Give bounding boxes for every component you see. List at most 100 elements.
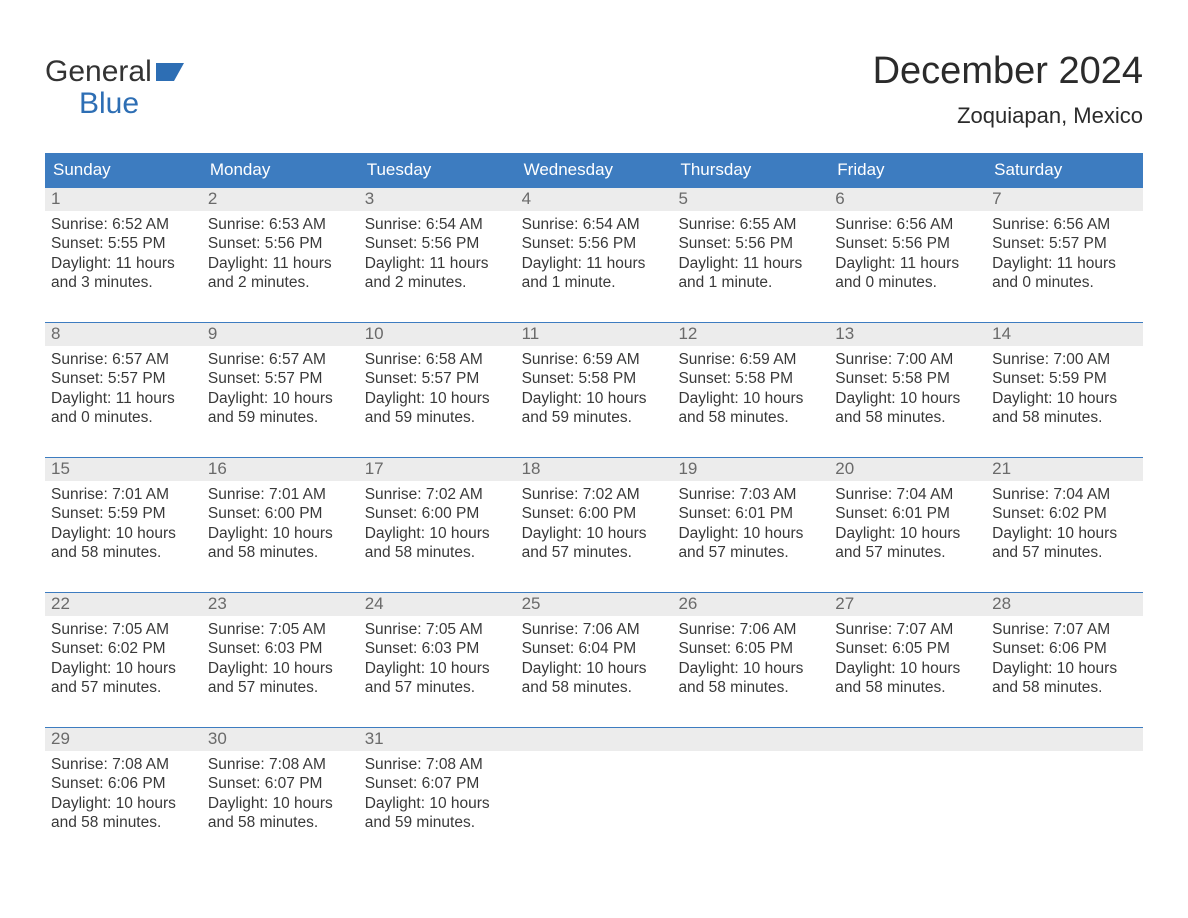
day-sunrise: Sunrise: 6:57 AM: [208, 350, 353, 369]
day-body: Sunrise: 7:05 AMSunset: 6:02 PMDaylight:…: [45, 616, 202, 702]
day-sunrise: Sunrise: 7:06 AM: [678, 620, 823, 639]
day-day2: and 59 minutes.: [365, 813, 510, 832]
day-sunset: Sunset: 5:59 PM: [992, 369, 1137, 388]
day-number: 16: [202, 458, 359, 481]
weekday-header: Wednesday: [516, 153, 673, 187]
day-sunrise: Sunrise: 7:07 AM: [835, 620, 980, 639]
day-sunrise: Sunrise: 7:08 AM: [208, 755, 353, 774]
day-number: 10: [359, 323, 516, 346]
week-row: 1Sunrise: 6:52 AMSunset: 5:55 PMDaylight…: [45, 187, 1143, 308]
day-day1: Daylight: 11 hours: [51, 389, 196, 408]
day-day2: and 58 minutes.: [522, 678, 667, 697]
day-number: 25: [516, 593, 673, 616]
day-number: [672, 728, 829, 751]
week-row: 29Sunrise: 7:08 AMSunset: 6:06 PMDayligh…: [45, 727, 1143, 848]
day-number: [829, 728, 986, 751]
day-day1: Daylight: 11 hours: [992, 254, 1137, 273]
day-day2: and 58 minutes.: [835, 678, 980, 697]
day-number: 29: [45, 728, 202, 751]
location-subtitle: Zoquiapan, Mexico: [873, 103, 1143, 129]
day-cell: 8Sunrise: 6:57 AMSunset: 5:57 PMDaylight…: [45, 323, 202, 443]
day-cell: 28Sunrise: 7:07 AMSunset: 6:06 PMDayligh…: [986, 593, 1143, 713]
day-day2: and 57 minutes.: [992, 543, 1137, 562]
day-number: 7: [986, 188, 1143, 211]
day-cell: 2Sunrise: 6:53 AMSunset: 5:56 PMDaylight…: [202, 188, 359, 308]
day-day1: Daylight: 10 hours: [522, 524, 667, 543]
day-day2: and 57 minutes.: [208, 678, 353, 697]
day-day1: Daylight: 10 hours: [208, 389, 353, 408]
day-sunset: Sunset: 6:02 PM: [992, 504, 1137, 523]
day-body: Sunrise: 7:04 AMSunset: 6:01 PMDaylight:…: [829, 481, 986, 567]
day-body: Sunrise: 7:05 AMSunset: 6:03 PMDaylight:…: [202, 616, 359, 702]
day-sunrise: Sunrise: 6:58 AM: [365, 350, 510, 369]
day-body: Sunrise: 6:54 AMSunset: 5:56 PMDaylight:…: [516, 211, 673, 297]
day-day2: and 58 minutes.: [208, 543, 353, 562]
day-body: Sunrise: 7:05 AMSunset: 6:03 PMDaylight:…: [359, 616, 516, 702]
day-cell: 27Sunrise: 7:07 AMSunset: 6:05 PMDayligh…: [829, 593, 986, 713]
day-day2: and 2 minutes.: [365, 273, 510, 292]
day-day1: Daylight: 10 hours: [208, 524, 353, 543]
day-body: Sunrise: 7:08 AMSunset: 6:06 PMDaylight:…: [45, 751, 202, 837]
day-sunrise: Sunrise: 6:53 AM: [208, 215, 353, 234]
day-number: 31: [359, 728, 516, 751]
day-cell: [672, 728, 829, 848]
day-day2: and 57 minutes.: [365, 678, 510, 697]
day-sunset: Sunset: 6:03 PM: [208, 639, 353, 658]
weekday-header: Saturday: [986, 153, 1143, 187]
day-sunrise: Sunrise: 7:01 AM: [208, 485, 353, 504]
day-cell: 14Sunrise: 7:00 AMSunset: 5:59 PMDayligh…: [986, 323, 1143, 443]
day-number: 6: [829, 188, 986, 211]
day-day1: Daylight: 10 hours: [992, 659, 1137, 678]
day-day1: Daylight: 10 hours: [208, 794, 353, 813]
day-body: Sunrise: 6:57 AMSunset: 5:57 PMDaylight:…: [45, 346, 202, 432]
day-sunset: Sunset: 5:56 PM: [835, 234, 980, 253]
day-cell: 23Sunrise: 7:05 AMSunset: 6:03 PMDayligh…: [202, 593, 359, 713]
day-number: 11: [516, 323, 673, 346]
day-sunrise: Sunrise: 7:00 AM: [992, 350, 1137, 369]
day-day1: Daylight: 10 hours: [522, 389, 667, 408]
day-day2: and 59 minutes.: [522, 408, 667, 427]
day-sunrise: Sunrise: 7:05 AM: [51, 620, 196, 639]
day-number: 1: [45, 188, 202, 211]
day-number: 22: [45, 593, 202, 616]
day-cell: [829, 728, 986, 848]
day-body: Sunrise: 7:08 AMSunset: 6:07 PMDaylight:…: [359, 751, 516, 837]
day-sunset: Sunset: 6:05 PM: [678, 639, 823, 658]
day-cell: 3Sunrise: 6:54 AMSunset: 5:56 PMDaylight…: [359, 188, 516, 308]
day-cell: 13Sunrise: 7:00 AMSunset: 5:58 PMDayligh…: [829, 323, 986, 443]
day-body: Sunrise: 6:53 AMSunset: 5:56 PMDaylight:…: [202, 211, 359, 297]
day-body: Sunrise: 7:02 AMSunset: 6:00 PMDaylight:…: [516, 481, 673, 567]
day-day2: and 57 minutes.: [51, 678, 196, 697]
day-sunrise: Sunrise: 7:05 AM: [208, 620, 353, 639]
day-number: 23: [202, 593, 359, 616]
day-day1: Daylight: 10 hours: [365, 524, 510, 543]
day-day2: and 58 minutes.: [208, 813, 353, 832]
weekday-header-row: Sunday Monday Tuesday Wednesday Thursday…: [45, 153, 1143, 187]
day-day2: and 58 minutes.: [365, 543, 510, 562]
day-day1: Daylight: 10 hours: [51, 659, 196, 678]
day-body: Sunrise: 6:56 AMSunset: 5:56 PMDaylight:…: [829, 211, 986, 297]
week-row: 15Sunrise: 7:01 AMSunset: 5:59 PMDayligh…: [45, 457, 1143, 578]
day-body: Sunrise: 7:04 AMSunset: 6:02 PMDaylight:…: [986, 481, 1143, 567]
week-row: 8Sunrise: 6:57 AMSunset: 5:57 PMDaylight…: [45, 322, 1143, 443]
day-sunset: Sunset: 6:07 PM: [208, 774, 353, 793]
day-number: 28: [986, 593, 1143, 616]
day-sunrise: Sunrise: 7:08 AM: [51, 755, 196, 774]
day-sunrise: Sunrise: 6:55 AM: [678, 215, 823, 234]
weekday-header: Tuesday: [359, 153, 516, 187]
day-number: 4: [516, 188, 673, 211]
day-number: 12: [672, 323, 829, 346]
day-sunrise: Sunrise: 7:02 AM: [365, 485, 510, 504]
day-number: 14: [986, 323, 1143, 346]
day-day2: and 58 minutes.: [51, 543, 196, 562]
day-sunset: Sunset: 5:58 PM: [678, 369, 823, 388]
day-cell: 15Sunrise: 7:01 AMSunset: 5:59 PMDayligh…: [45, 458, 202, 578]
day-body: Sunrise: 7:01 AMSunset: 6:00 PMDaylight:…: [202, 481, 359, 567]
day-sunset: Sunset: 6:02 PM: [51, 639, 196, 658]
day-sunset: Sunset: 5:57 PM: [365, 369, 510, 388]
day-sunset: Sunset: 5:55 PM: [51, 234, 196, 253]
day-sunrise: Sunrise: 7:03 AM: [678, 485, 823, 504]
day-body: Sunrise: 6:59 AMSunset: 5:58 PMDaylight:…: [672, 346, 829, 432]
day-sunrise: Sunrise: 6:56 AM: [835, 215, 980, 234]
day-number: [986, 728, 1143, 751]
